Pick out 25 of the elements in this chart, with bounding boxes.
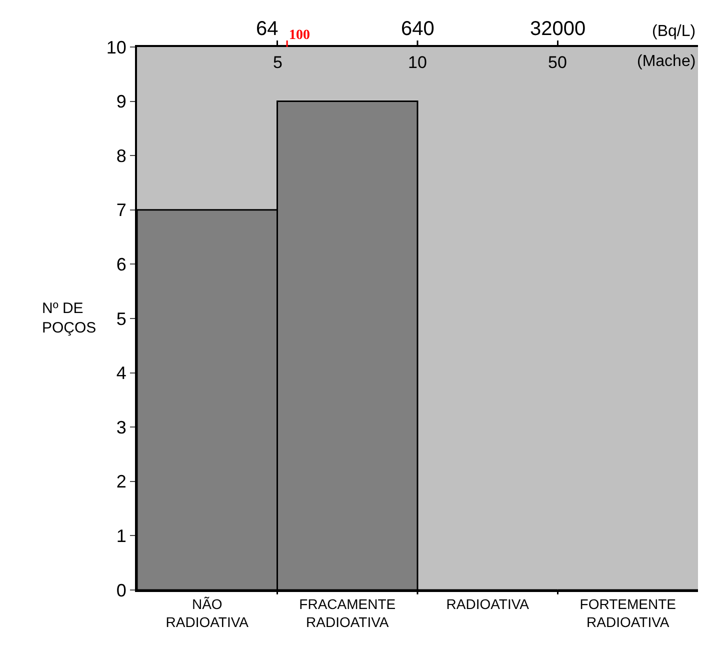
y-tick-label: 1 bbox=[116, 526, 126, 546]
y-tick-label: 6 bbox=[116, 254, 126, 274]
x-tick-label: RADIOATIVA bbox=[446, 596, 530, 612]
y-tick-label: 8 bbox=[116, 146, 126, 166]
text: 640 bbox=[401, 18, 434, 40]
annotation: 10 bbox=[408, 53, 427, 72]
annotation: 50 bbox=[548, 53, 567, 72]
y-tick-label: 10 bbox=[106, 37, 126, 58]
text: 64 bbox=[256, 18, 278, 40]
y-tick-label: 5 bbox=[116, 308, 126, 329]
x-tick-label: NÃO RADIOATIVA bbox=[166, 596, 250, 630]
y-axis-title: Nº DE POÇOS bbox=[42, 300, 96, 336]
y-tick-label: 4 bbox=[116, 363, 126, 384]
x-tick-label: FRACAMENTE RADIOATIVA bbox=[299, 596, 396, 630]
y-tick-label: 7 bbox=[116, 200, 126, 220]
text: 32000 bbox=[530, 18, 586, 40]
text: (Bq/L) bbox=[652, 23, 696, 40]
y-tick-label: 2 bbox=[116, 472, 126, 492]
y-tick-label: 3 bbox=[116, 417, 126, 438]
y-tick-label: 0 bbox=[116, 580, 126, 600]
text: 100 bbox=[289, 28, 310, 43]
annotation: (Mache) bbox=[637, 53, 696, 70]
y-tick-label: 9 bbox=[116, 92, 126, 112]
x-tick-label: FORTEMENTE RADIOATIVA bbox=[580, 596, 676, 630]
annotation: 5 bbox=[273, 53, 282, 72]
